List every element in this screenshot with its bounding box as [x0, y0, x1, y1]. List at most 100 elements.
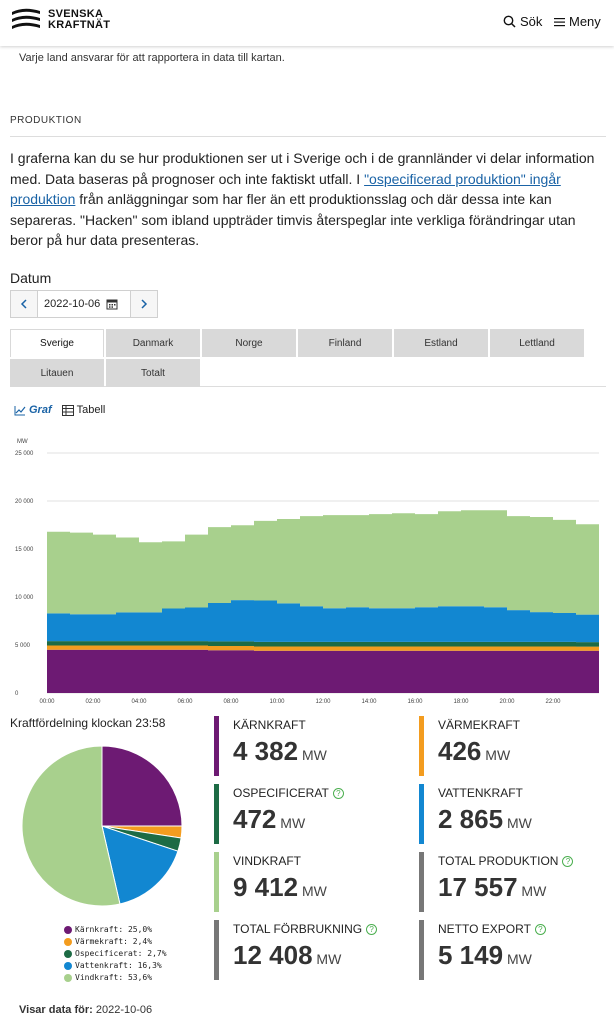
stat-value: 472 MW	[233, 804, 404, 835]
tab-totalt[interactable]: Totalt	[106, 359, 200, 387]
section-divider	[10, 136, 606, 137]
x-tick-label: 18:00	[453, 699, 469, 705]
intro-text-start: I graferna kan du se hur produktionen se…	[10, 150, 595, 187]
intro-paragraph: I graferna kan du se hur produktionen se…	[10, 148, 606, 251]
table-icon	[61, 404, 74, 416]
legend-label: Vindkraft: 53,6%	[75, 973, 153, 982]
x-tick-label: 08:00	[223, 699, 239, 705]
stat-unit: MW	[298, 747, 327, 763]
stat-label: TOTAL PRODUKTION?	[438, 854, 609, 868]
stat-value: 4 382 MW	[233, 736, 404, 767]
x-tick-label: 00:00	[39, 699, 55, 705]
legend-swatch	[64, 950, 72, 958]
date-input[interactable]: 2022-10-06	[37, 291, 131, 317]
chevron-left-icon	[20, 299, 27, 309]
stat-value: 12 408 MW	[233, 940, 404, 971]
line-chart-icon	[14, 405, 26, 415]
stat-card-total-förbrukning: TOTAL FÖRBRUKNING? 12 408 MW	[214, 920, 404, 980]
stat-number: 17 557	[438, 872, 518, 902]
help-icon[interactable]: ?	[562, 855, 574, 867]
x-tick-label: 06:00	[177, 699, 193, 705]
stat-card-värmekraft: VÄRMEKRAFT 426 MW	[419, 716, 609, 776]
stat-label: OSPECIFICERAT?	[233, 786, 404, 800]
stat-value: 2 865 MW	[438, 804, 609, 835]
stat-value: 17 557 MW	[438, 872, 609, 903]
stat-label-text: NETTO EXPORT	[438, 922, 531, 936]
stat-label: VATTENKRAFT	[438, 786, 609, 800]
help-icon[interactable]: ?	[366, 923, 378, 935]
legend-swatch	[64, 974, 72, 982]
tab-estland[interactable]: Estland	[394, 329, 488, 357]
x-tick-label: 16:00	[407, 699, 423, 705]
stat-label-text: KÄRNKRAFT	[233, 718, 306, 732]
series-area-vindkraft	[47, 510, 599, 615]
tab-finland[interactable]: Finland	[298, 329, 392, 357]
series-area-varmekraft	[47, 645, 599, 651]
stat-unit: MW	[517, 883, 547, 899]
stat-label-text: TOTAL PRODUKTION	[438, 854, 559, 868]
menu-button[interactable]: Meny	[554, 14, 601, 29]
legend-swatch	[64, 938, 72, 946]
table-view-button[interactable]: Tabell	[61, 404, 106, 416]
stat-card-total-produktion: TOTAL PRODUKTION? 17 557 MW	[419, 852, 609, 912]
table-view-label: Tabell	[76, 404, 106, 416]
stat-number: 4 382	[233, 736, 299, 766]
tab-lettland[interactable]: Lettland	[490, 329, 584, 357]
view-toggle: Graf Tabell	[14, 404, 105, 416]
next-date-button[interactable]	[131, 291, 157, 317]
stat-unit: MW	[312, 951, 342, 967]
logo-mark-icon	[12, 8, 40, 29]
stat-label: VINDKRAFT	[233, 854, 404, 868]
map-reporting-note: Varje land ansvarar för att rapportera i…	[19, 52, 285, 64]
series-area-vattenkraft	[47, 600, 599, 643]
production-chart-svg: MW 0 5 000 10 000 15 000 20 000 25 000 00:00 02:…	[15, 439, 599, 705]
y-tick-label: 0	[15, 691, 19, 697]
stat-unit: MW	[503, 815, 532, 831]
stat-number: 2 865	[438, 804, 504, 834]
legend-swatch	[64, 962, 72, 970]
pie-slice-vattenkraft	[101, 825, 179, 905]
y-axis-unit: MW	[17, 439, 28, 445]
stat-label-text: OSPECIFICERAT	[233, 786, 329, 800]
pie-slice-vindkraft	[21, 745, 121, 907]
shown-date-label: Visar data för:	[19, 1004, 93, 1016]
stat-unit: MW	[481, 747, 511, 763]
stat-card-vattenkraft: VATTENKRAFT 2 865 MW	[419, 784, 609, 844]
stat-unit: MW	[503, 951, 532, 967]
x-tick-label: 14:00	[361, 699, 377, 705]
legend-item-ospecificerat: Ospecificerat: 2,7%	[64, 948, 167, 960]
stat-label-text: VATTENKRAFT	[438, 786, 523, 800]
graph-view-label: Graf	[29, 404, 52, 416]
intro-text-end: från anläggningar som har fler än ett pr…	[10, 191, 576, 248]
x-tick-label: 22:00	[545, 699, 561, 705]
tab-norge[interactable]: Norge	[202, 329, 296, 357]
chevron-right-icon	[141, 299, 148, 309]
y-tick-label: 10 000	[15, 595, 34, 601]
hamburger-icon	[554, 17, 565, 26]
date-label: Datum	[10, 270, 52, 286]
tab-sverige[interactable]: Sverige	[10, 329, 104, 357]
search-label: Sök	[520, 14, 543, 29]
stat-number: 472	[233, 804, 277, 834]
svenska-kraftnat-logo[interactable]: SVENSKA KRAFTNÄT	[10, 6, 120, 38]
pie-chart	[21, 745, 183, 907]
tab-litauen[interactable]: Litauen	[10, 359, 104, 387]
unspecified-production-link[interactable]: "ospecificerad produktion" ingår produkt…	[10, 170, 561, 208]
production-chart: MW 0 5 000 10 000 15 000 20 000 25 000 00:00 02:…	[0, 430, 614, 710]
graph-view-button[interactable]: Graf	[14, 404, 52, 416]
tab-danmark[interactable]: Danmark	[106, 329, 200, 357]
y-tick-label: 20 000	[15, 499, 34, 505]
stat-label: NETTO EXPORT?	[438, 922, 609, 936]
calendar-icon[interactable]	[106, 298, 118, 310]
help-icon[interactable]: ?	[332, 787, 344, 799]
stat-card-vindkraft: VINDKRAFT 9 412 MW	[214, 852, 404, 912]
x-tick-label: 12:00	[315, 699, 331, 705]
search-button[interactable]: Sök	[503, 14, 542, 29]
shown-date: Visar data för: 2022-10-06	[19, 1004, 152, 1016]
previous-date-button[interactable]	[11, 291, 37, 317]
legend-item-karnkraft: Kärnkraft: 25,0%	[64, 924, 167, 936]
stat-unit: MW	[276, 815, 306, 831]
stat-card-netto-export: NETTO EXPORT? 5 149 MW	[419, 920, 609, 980]
help-icon[interactable]: ?	[534, 923, 546, 935]
y-tick-label: 5 000	[15, 643, 31, 649]
